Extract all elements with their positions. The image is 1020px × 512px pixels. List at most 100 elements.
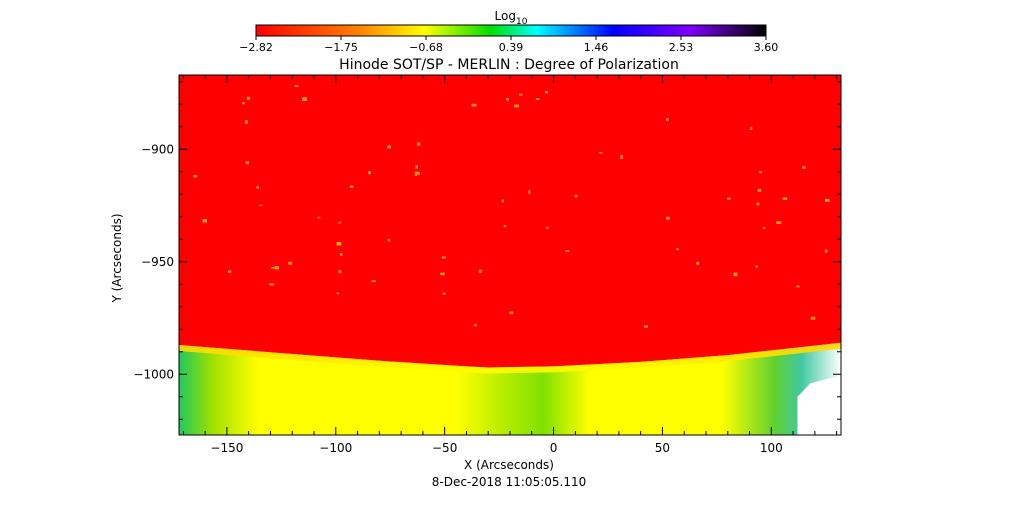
y-tick-label: −1000	[133, 367, 174, 381]
speckle	[387, 238, 391, 242]
off-limb-white-region	[797, 376, 841, 435]
limb-band	[179, 342, 841, 374]
speckle	[193, 174, 198, 178]
speckle	[503, 225, 507, 228]
speckle	[810, 316, 816, 320]
speckle	[727, 197, 731, 200]
speckle	[336, 241, 342, 246]
speckle	[519, 93, 523, 96]
speckle	[440, 272, 445, 276]
speckle	[339, 252, 343, 256]
speckle	[244, 120, 249, 124]
speckle	[246, 96, 251, 100]
speckle	[696, 261, 700, 265]
speckle	[259, 204, 263, 207]
speckle	[256, 186, 259, 189]
y-tick-label: −950	[141, 255, 174, 269]
speckle	[824, 249, 828, 253]
speckle	[676, 248, 679, 251]
speckle	[270, 267, 276, 269]
speckle	[242, 102, 245, 105]
speckle	[644, 325, 648, 328]
x-axis-label: X (Arcseconds)	[464, 458, 554, 472]
speckle	[371, 280, 376, 282]
speckle	[474, 323, 477, 327]
speckle	[336, 292, 340, 295]
speckle	[756, 202, 760, 206]
speckle	[782, 197, 788, 200]
x-tick-label: −150	[210, 441, 243, 455]
speckle	[506, 98, 509, 101]
speckle	[368, 171, 371, 175]
speckle	[501, 199, 504, 203]
y-tick-label: −900	[141, 142, 174, 156]
x-tick-label: 50	[655, 441, 670, 455]
y-axis-label: Y (Arcseconds)	[110, 213, 124, 303]
speckle	[275, 265, 279, 270]
colorbar-tick-labels: −2.82 −1.75 −0.68 0.39 1.46 2.53 3.60	[239, 36, 778, 54]
speckle	[776, 221, 782, 225]
disk-speckles	[193, 85, 830, 328]
colorbar-tick-label: 1.46	[584, 41, 609, 54]
speckle	[757, 188, 762, 192]
speckle	[733, 272, 738, 277]
x-tick-label: −100	[319, 441, 352, 455]
x-tick-label: 0	[550, 441, 558, 455]
speckle	[478, 269, 482, 274]
timestamp: 8-Dec-2018 11:05:05.110	[432, 475, 586, 489]
colorbar-gradient	[255, 24, 767, 37]
speckle	[802, 166, 806, 169]
colorbar-tick-label: −2.82	[239, 41, 273, 54]
speckle	[414, 171, 420, 175]
x-tick-label: 100	[760, 441, 783, 455]
speckle	[317, 216, 321, 219]
speckle	[620, 155, 623, 159]
colorbar-tick-label: −1.75	[324, 41, 358, 54]
chart-title: Hinode SOT/SP - MERLIN : Degree of Polar…	[339, 57, 679, 73]
x-axis: −150 −100 −50 0 50 100	[182, 75, 838, 455]
speckle	[528, 190, 531, 194]
colorbar-tick-label: −0.68	[409, 41, 443, 54]
speckle	[349, 185, 354, 188]
speckle	[294, 85, 299, 87]
speckle	[302, 97, 307, 101]
x-tick-label: −50	[432, 441, 457, 455]
speckle	[763, 227, 766, 229]
speckle	[546, 226, 549, 230]
speckle	[387, 145, 391, 149]
plot-area	[179, 75, 841, 435]
speckle	[750, 126, 753, 130]
speckle	[338, 269, 342, 274]
speckle	[574, 194, 578, 198]
off-limb-region	[179, 342, 841, 435]
speckle	[666, 117, 669, 121]
colorbar-label: Log10	[495, 9, 528, 27]
y-axis: −900 −950 −1000	[133, 81, 841, 420]
speckle	[545, 91, 548, 94]
speckle	[441, 256, 446, 259]
speckle	[338, 221, 342, 224]
speckle	[565, 250, 569, 252]
speckle	[471, 103, 477, 107]
speckle	[442, 292, 446, 295]
speckle	[245, 161, 249, 165]
colorbar-tick-label: 2.53	[669, 41, 694, 54]
speckle	[415, 165, 418, 169]
speckle	[288, 261, 293, 265]
speckle	[535, 98, 540, 100]
speckle	[666, 216, 670, 220]
speckle	[514, 104, 519, 108]
speckle	[509, 311, 514, 315]
colorbar-tick-label: 3.60	[754, 41, 779, 54]
speckle	[755, 265, 758, 268]
speckle	[202, 219, 207, 223]
speckle	[269, 283, 275, 286]
speckle	[824, 199, 830, 202]
speckle	[227, 270, 232, 273]
colorbar-tick-label: 0.39	[499, 41, 524, 54]
speckle	[759, 171, 763, 174]
speckle	[599, 151, 603, 154]
speckle	[417, 142, 421, 146]
speckle	[796, 285, 800, 288]
